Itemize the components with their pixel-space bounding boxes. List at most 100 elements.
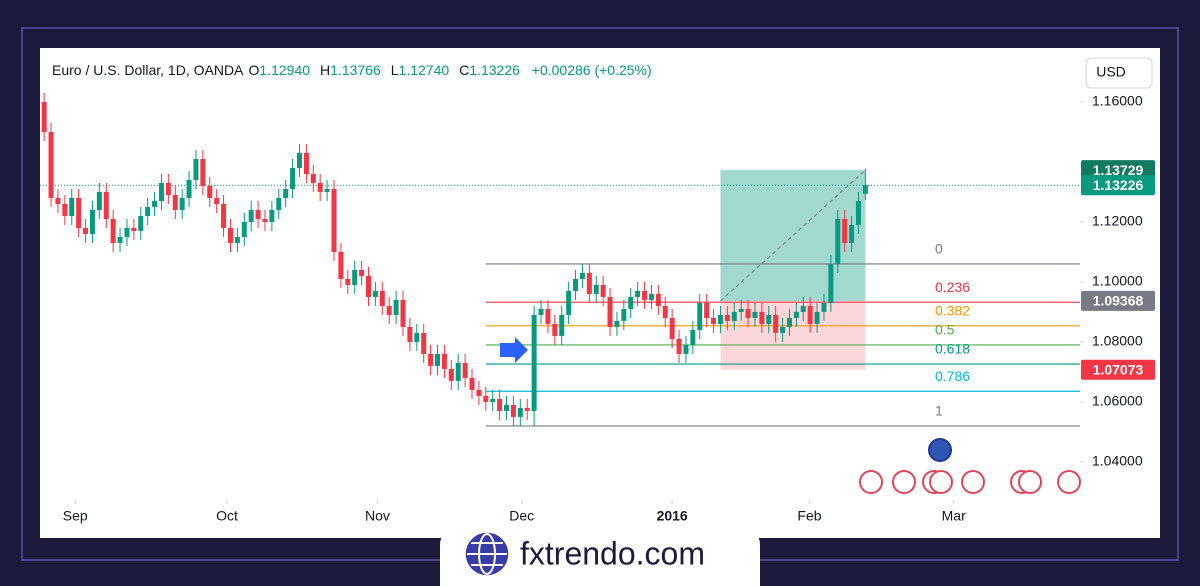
candle-body — [310, 173, 316, 183]
symbol: Euro / U.S. Dollar, 1D, OANDA — [52, 62, 243, 78]
candle-body — [62, 203, 68, 216]
candle-body — [283, 188, 289, 198]
candle-body — [276, 197, 282, 210]
candle-body — [773, 314, 779, 333]
candle-body — [855, 200, 861, 225]
candle-body — [517, 407, 523, 417]
candle-body — [372, 290, 378, 297]
candle-body — [524, 407, 530, 411]
candle-body — [41, 101, 47, 132]
x-tick-label: Nov — [365, 508, 390, 524]
plot: 1.04000 1.06000 1.08000 1.10000 1.12000 1.160… — [40, 93, 1143, 524]
candle-body — [552, 323, 558, 336]
price-tag — [1081, 359, 1155, 380]
fib-label: 0.618 — [935, 341, 970, 357]
candle-body — [221, 203, 227, 228]
candle-body — [234, 236, 240, 243]
candle-body — [579, 272, 585, 279]
candle-body — [510, 404, 516, 417]
candle-body — [214, 197, 220, 204]
candle-body — [303, 152, 309, 174]
candle-body — [248, 209, 254, 222]
fib-label: 0 — [935, 241, 943, 257]
candle-body — [359, 269, 365, 276]
candle-body — [614, 320, 620, 327]
watermark-box — [440, 523, 760, 586]
x-tick-label: Dec — [509, 508, 534, 524]
candle-body — [745, 308, 751, 318]
candle-body — [780, 326, 786, 333]
candle-body — [407, 326, 413, 342]
candle-body — [227, 227, 233, 243]
candle-body — [441, 353, 447, 369]
candle-body — [586, 272, 592, 294]
x-tick-label: Mar — [942, 508, 966, 524]
candle-body — [800, 305, 806, 312]
x-tick-label: 2016 — [657, 508, 688, 524]
candle-body — [593, 284, 599, 294]
candle-body — [814, 311, 820, 324]
candle-body — [152, 200, 158, 207]
candle-body — [96, 191, 102, 210]
candle-body — [621, 308, 627, 321]
candle-body — [738, 308, 744, 312]
price-tag — [1081, 290, 1155, 311]
candle-body — [711, 317, 717, 324]
x-tick-label: Feb — [797, 508, 821, 524]
watermark: fxtrendo.com — [520, 535, 705, 571]
candle-body — [48, 131, 54, 198]
ohlc-key: O — [248, 62, 260, 78]
candle-body — [704, 302, 710, 318]
candle-body — [697, 302, 703, 330]
candle-body — [862, 185, 868, 194]
candle-body — [165, 182, 171, 195]
candle-body — [345, 278, 351, 285]
candle-body — [642, 290, 648, 300]
price-tag-label: 1.09368 — [1093, 293, 1144, 309]
candle-body — [83, 227, 89, 234]
candle-body — [55, 197, 61, 204]
candle-body — [103, 191, 109, 219]
price-tag — [1081, 175, 1155, 196]
candle-body — [428, 353, 434, 366]
candle-body — [76, 197, 82, 228]
price-tag — [1081, 160, 1155, 181]
y-tick-label: 1.12000 — [1092, 213, 1143, 229]
position-loss — [720, 300, 866, 370]
candle-body — [414, 332, 420, 342]
candle-body — [448, 368, 454, 381]
candle-body — [110, 218, 116, 243]
candle-body — [793, 311, 799, 318]
ohlc-key: L — [390, 62, 399, 78]
candle-body — [462, 362, 468, 378]
candle-body — [724, 314, 730, 321]
price-tag-label: 1.13226 — [1093, 177, 1144, 193]
candle-body — [241, 221, 247, 237]
candle-body — [559, 314, 565, 336]
candle-body — [676, 338, 682, 354]
candle-body — [655, 293, 661, 306]
candle-body — [158, 182, 164, 201]
y-tick-label: 1.06000 — [1092, 393, 1143, 409]
candle-body — [207, 185, 213, 198]
globe-icon — [465, 532, 509, 576]
candle-body — [849, 224, 855, 243]
candle-body — [566, 290, 572, 315]
legend: Euro / U.S. Dollar, 1D, OANDA O1.12940 H1… — [52, 62, 660, 78]
candle-body — [835, 218, 841, 264]
ohlc-value: 1.13766 — [330, 62, 381, 78]
candle-body — [117, 236, 123, 243]
candle-body — [386, 305, 392, 315]
currency-button[interactable] — [1085, 57, 1153, 89]
fib-label: 0.236 — [935, 279, 970, 295]
candle-body — [490, 398, 496, 402]
candle-body — [262, 218, 268, 222]
candle-body — [338, 251, 344, 279]
events — [859, 438, 1081, 494]
candle-body — [269, 209, 275, 222]
price-tag-label: 1.07073 — [1093, 361, 1144, 377]
fib-label: 1 — [935, 403, 943, 419]
candle-body — [255, 209, 261, 219]
candle-body — [138, 215, 144, 231]
